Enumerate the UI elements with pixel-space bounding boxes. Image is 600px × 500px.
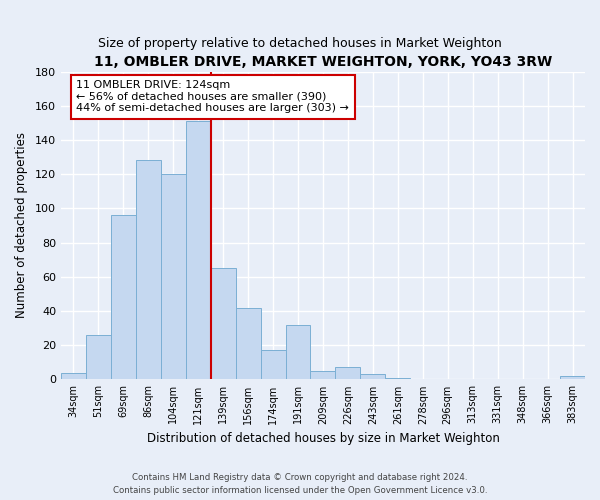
- Title: 11, OMBLER DRIVE, MARKET WEIGHTON, YORK, YO43 3RW: 11, OMBLER DRIVE, MARKET WEIGHTON, YORK,…: [94, 55, 552, 69]
- Bar: [186, 121, 211, 380]
- Bar: [136, 160, 161, 380]
- Bar: [161, 174, 186, 380]
- Y-axis label: Number of detached properties: Number of detached properties: [15, 132, 28, 318]
- Bar: [560, 376, 585, 380]
- Bar: [86, 335, 111, 380]
- Bar: [211, 268, 236, 380]
- Text: Contains HM Land Registry data © Crown copyright and database right 2024.
Contai: Contains HM Land Registry data © Crown c…: [113, 473, 487, 495]
- Bar: [385, 378, 410, 380]
- Bar: [61, 372, 86, 380]
- X-axis label: Distribution of detached houses by size in Market Weighton: Distribution of detached houses by size …: [146, 432, 499, 445]
- Bar: [286, 324, 310, 380]
- Bar: [236, 308, 260, 380]
- Bar: [260, 350, 286, 380]
- Text: Size of property relative to detached houses in Market Weighton: Size of property relative to detached ho…: [98, 38, 502, 51]
- Bar: [310, 371, 335, 380]
- Bar: [361, 374, 385, 380]
- Bar: [335, 368, 361, 380]
- Bar: [111, 215, 136, 380]
- Text: 11 OMBLER DRIVE: 124sqm
← 56% of detached houses are smaller (390)
44% of semi-d: 11 OMBLER DRIVE: 124sqm ← 56% of detache…: [76, 80, 349, 114]
